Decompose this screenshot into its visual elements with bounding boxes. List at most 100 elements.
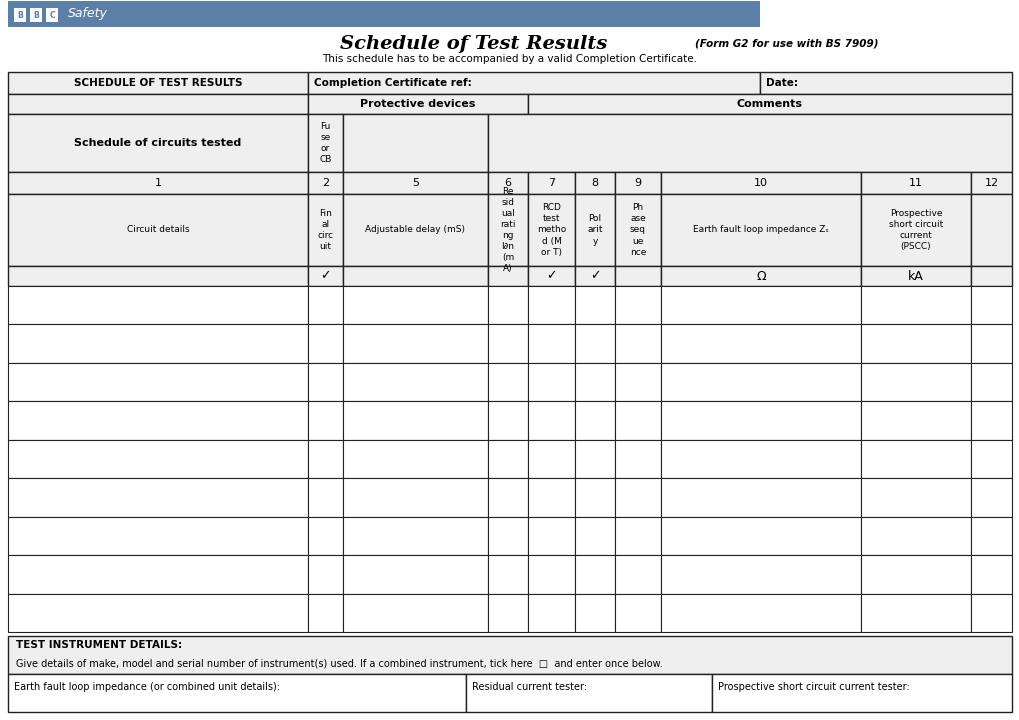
Bar <box>8 72 308 94</box>
Bar <box>614 593 660 632</box>
Bar <box>8 555 308 593</box>
Bar <box>970 194 1011 266</box>
Bar <box>308 517 342 555</box>
Bar <box>970 172 1011 194</box>
Bar <box>487 194 528 266</box>
Bar <box>308 325 342 363</box>
Bar <box>660 266 860 286</box>
Bar <box>342 555 487 593</box>
Bar <box>860 478 970 517</box>
Bar <box>614 172 660 194</box>
Bar <box>614 325 660 363</box>
Text: 8: 8 <box>591 178 598 188</box>
Bar <box>660 517 860 555</box>
Bar <box>575 401 614 440</box>
Bar <box>759 72 1011 94</box>
Bar <box>342 440 487 478</box>
Bar <box>308 286 342 325</box>
Bar <box>8 517 308 555</box>
Bar <box>342 172 487 194</box>
Text: Prospective short circuit current tester:: Prospective short circuit current tester… <box>717 682 909 692</box>
Text: Earth fault loop impedance (or combined unit details):: Earth fault loop impedance (or combined … <box>14 682 280 692</box>
Text: 9: 9 <box>634 178 641 188</box>
Text: 6: 6 <box>504 178 511 188</box>
Bar <box>14 8 25 22</box>
Bar <box>660 440 860 478</box>
Bar <box>528 94 1011 114</box>
Bar <box>575 325 614 363</box>
Bar <box>528 478 575 517</box>
Bar <box>342 114 487 172</box>
Bar <box>487 266 528 286</box>
Bar <box>575 593 614 632</box>
Bar <box>860 440 970 478</box>
Bar <box>614 266 660 286</box>
Bar <box>8 266 308 286</box>
Bar <box>487 555 528 593</box>
Bar <box>8 478 308 517</box>
Bar <box>8 194 308 266</box>
Bar <box>860 401 970 440</box>
Bar <box>970 286 1011 325</box>
Bar <box>528 555 575 593</box>
Text: Re
sid
ual
rati
ng
I∂n
(m
A): Re sid ual rati ng I∂n (m A) <box>499 186 516 274</box>
Text: (Form G2 for use with BS 7909): (Form G2 for use with BS 7909) <box>694 39 877 49</box>
Text: Residual current tester:: Residual current tester: <box>472 682 587 692</box>
Bar <box>970 478 1011 517</box>
Bar <box>528 593 575 632</box>
Bar <box>487 478 528 517</box>
Bar <box>860 266 970 286</box>
Text: 2: 2 <box>322 178 329 188</box>
Bar <box>660 363 860 401</box>
Text: kA: kA <box>907 269 923 282</box>
Bar <box>8 94 308 114</box>
Bar <box>342 478 487 517</box>
Text: C: C <box>49 11 55 19</box>
Bar <box>575 266 614 286</box>
Bar <box>528 440 575 478</box>
Text: ✓: ✓ <box>589 269 599 282</box>
Bar <box>970 401 1011 440</box>
Bar <box>970 266 1011 286</box>
Bar <box>860 325 970 363</box>
Bar <box>528 266 575 286</box>
Bar <box>30 8 42 22</box>
Bar <box>308 593 342 632</box>
Bar <box>487 325 528 363</box>
Bar <box>860 593 970 632</box>
Bar <box>660 478 860 517</box>
Bar <box>970 363 1011 401</box>
Bar <box>614 440 660 478</box>
Text: TEST INSTRUMENT DETAILS:: TEST INSTRUMENT DETAILS: <box>16 640 182 650</box>
Bar <box>528 325 575 363</box>
Text: B: B <box>17 11 22 19</box>
Bar <box>614 194 660 266</box>
Text: Ph
ase
seq
ue
nce: Ph ase seq ue nce <box>629 203 646 257</box>
Bar <box>8 172 308 194</box>
Bar <box>575 555 614 593</box>
Bar <box>575 517 614 555</box>
Bar <box>970 517 1011 555</box>
Bar <box>575 172 614 194</box>
Bar <box>487 286 528 325</box>
Text: B: B <box>33 11 39 19</box>
Text: Prospective
short circuit
current
(PSCC): Prospective short circuit current (PSCC) <box>888 209 943 251</box>
Text: Comments: Comments <box>737 99 802 109</box>
Bar <box>487 593 528 632</box>
Text: ✓: ✓ <box>320 269 330 282</box>
Bar <box>342 593 487 632</box>
Text: Schedule of Test Results: Schedule of Test Results <box>339 35 606 53</box>
Bar <box>614 478 660 517</box>
Bar <box>8 1 759 27</box>
Bar <box>342 194 487 266</box>
Bar <box>614 555 660 593</box>
Bar <box>308 94 528 114</box>
Bar <box>487 114 1011 172</box>
Text: Earth fault loop impedance Zₛ: Earth fault loop impedance Zₛ <box>693 225 828 235</box>
Bar <box>8 674 466 712</box>
Bar <box>660 401 860 440</box>
Bar <box>308 401 342 440</box>
Text: Completion Certificate ref:: Completion Certificate ref: <box>314 78 471 88</box>
Text: Fin
al
circ
uit: Fin al circ uit <box>317 209 333 251</box>
Text: SCHEDULE OF TEST RESULTS: SCHEDULE OF TEST RESULTS <box>73 78 243 88</box>
